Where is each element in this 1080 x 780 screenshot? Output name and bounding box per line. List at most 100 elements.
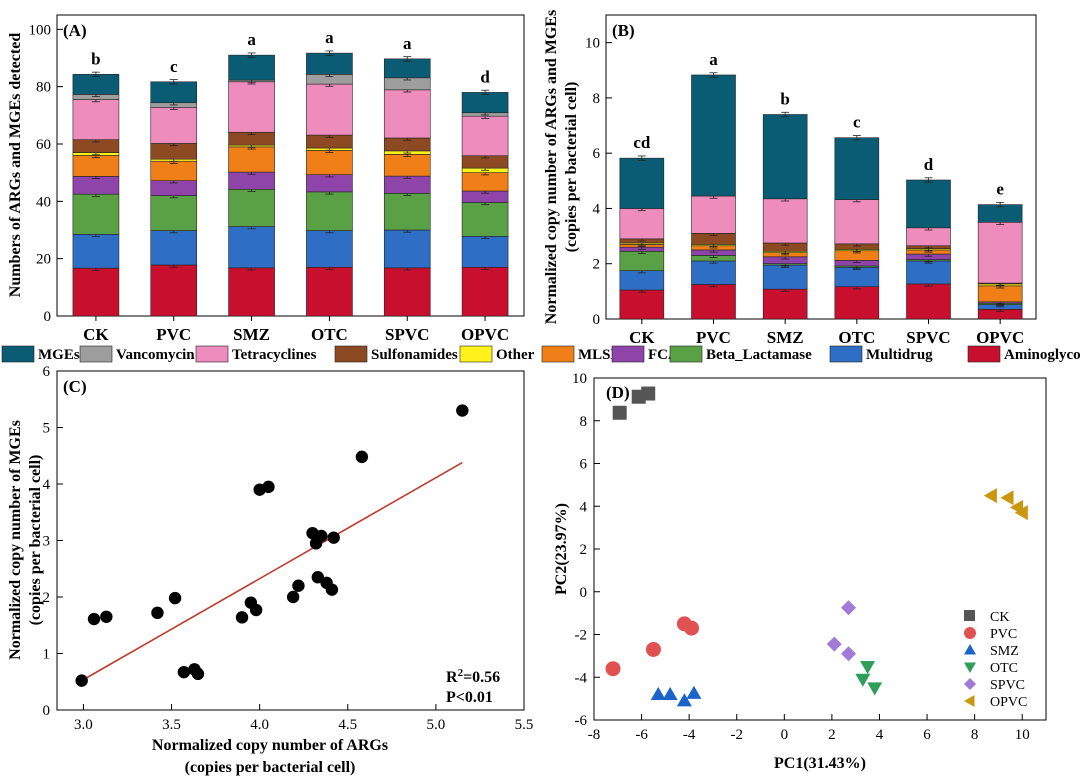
data-point	[191, 667, 205, 681]
panel-b-ylabel-line2: (copies per bacterial cell)	[563, 82, 580, 253]
data-point	[177, 665, 191, 679]
y-tick-label: 20	[36, 252, 51, 268]
panel-d-frame	[593, 377, 1047, 721]
x-tick-label: -6	[635, 727, 648, 743]
bar-segment-mges	[306, 52, 353, 75]
y-tick-label: 40	[36, 194, 51, 210]
bar-segment-mges	[383, 58, 431, 79]
bar-segment-mges	[461, 92, 509, 114]
point-ck	[641, 386, 656, 401]
legend-marker-smz	[964, 644, 976, 655]
y-tick-label: -4	[575, 670, 588, 686]
y-tick-label: 4	[43, 477, 51, 493]
panel-c-label: (C)	[63, 377, 87, 396]
x-category-label: CK	[83, 325, 109, 344]
bar-segment-tetracyclines	[72, 99, 120, 141]
bar-segment-multidrug	[619, 270, 665, 291]
y-tick-label: 5	[43, 421, 51, 437]
bar-segment-multidrug	[762, 264, 808, 290]
y-tick-label: 80	[36, 80, 51, 96]
significance-letter: c	[853, 113, 861, 132]
data-point	[292, 579, 305, 592]
bar-segment-multidrug	[383, 229, 431, 269]
panel-d-ylabel: PC2(23.97%)	[553, 503, 570, 595]
significance-letter: b	[780, 89, 789, 108]
data-point	[235, 611, 249, 624]
point-smz	[650, 686, 666, 700]
legend-label-smz: SMZ	[990, 644, 1019, 659]
y-tick-label: 0	[580, 585, 588, 601]
legend-swatch-other	[459, 345, 493, 363]
legend-label-vancomycin: Vancomycin	[116, 347, 195, 363]
legend-label-aminoglycoside: Aminoglycoside	[1004, 347, 1080, 363]
y-tick-label: 10	[585, 36, 600, 52]
point-pvc	[684, 620, 700, 636]
x-tick-label: 6	[923, 727, 931, 743]
bar-segment-multidrug	[150, 230, 198, 266]
bar-segment-multidrug	[228, 226, 275, 269]
bar-segment-aminoglycoside	[619, 289, 665, 320]
bar-segment-mlsb	[383, 154, 431, 177]
point-spvc	[841, 600, 857, 616]
data-point	[168, 591, 182, 605]
bar-segment-beta_lactamase	[228, 188, 275, 227]
point-opvc	[983, 488, 997, 504]
legend-swatch-mges	[1, 345, 35, 363]
panel-b: (B) Normalized copy number of ARGs and M…	[543, 10, 1037, 347]
x-tick-label: 0	[781, 727, 789, 743]
legend-swatch-fca	[611, 345, 645, 363]
legend-marker-ck	[964, 610, 975, 621]
data-point	[456, 404, 469, 417]
bar-segment-mlsb	[461, 172, 509, 192]
point-otc	[867, 682, 883, 696]
bar-segment-multidrug	[691, 260, 736, 285]
x-tick-label: -2	[730, 727, 743, 743]
significance-letter: a	[403, 34, 412, 53]
bar-segment-beta_lactamase	[306, 191, 353, 231]
x-tick-label: 4.5	[338, 717, 357, 733]
legend-marker-spvc	[964, 678, 976, 690]
legend-swatch-tetracyclines	[195, 345, 229, 363]
bar-segment-mges	[977, 204, 1023, 223]
significance-letter: e	[996, 180, 1004, 199]
y-tick-label: 0	[44, 309, 52, 325]
y-tick-label: 6	[580, 457, 588, 473]
x-tick-label: 4	[876, 727, 884, 743]
panel-c-r2: R2=0.56	[446, 667, 500, 686]
data-point	[355, 450, 369, 464]
y-tick-label: 0	[43, 703, 51, 719]
point-spvc	[826, 636, 842, 652]
significance-letter: b	[91, 49, 100, 68]
y-tick-label: 8	[593, 91, 601, 107]
bar-segment-multidrug	[461, 236, 509, 268]
panel-b-frame	[605, 14, 1037, 320]
panel-b-label: (B)	[612, 21, 635, 40]
panel-c-pvalue: P<0.01	[446, 689, 493, 706]
bar-segment-tetracyclines	[306, 83, 353, 136]
point-smz	[686, 685, 702, 699]
bar-segment-tetracyclines	[834, 199, 880, 245]
point-smz	[676, 693, 692, 707]
point-pvc	[605, 661, 621, 677]
y-tick-label: 4	[580, 499, 588, 515]
significance-letter: a	[709, 50, 718, 69]
bar-segment-multidrug	[306, 230, 353, 268]
data-point	[75, 674, 88, 687]
bar-segment-tetracyclines	[228, 81, 275, 133]
x-category-label: SPVC	[385, 325, 429, 344]
x-tick-label: 3.5	[162, 717, 181, 733]
y-tick-label: 2	[580, 542, 588, 558]
bar-segment-tetracyclines	[619, 208, 665, 240]
y-tick-label: 4	[593, 201, 601, 217]
bar-segment-aminoglycoside	[834, 286, 880, 320]
bar-segment-aminoglycoside	[762, 288, 808, 320]
legend-label-tetracyclines: Tetracyclines	[232, 347, 317, 363]
bar-segment-mges	[906, 179, 951, 229]
point-otc	[860, 660, 876, 675]
x-category-label: OTC	[838, 328, 875, 347]
y-tick-label: 60	[36, 137, 51, 153]
panel-c-ylabel-line1: Normalized copy number of MGEs	[7, 420, 24, 660]
significance-letter: a	[247, 30, 256, 49]
x-tick-label: -4	[683, 727, 696, 743]
